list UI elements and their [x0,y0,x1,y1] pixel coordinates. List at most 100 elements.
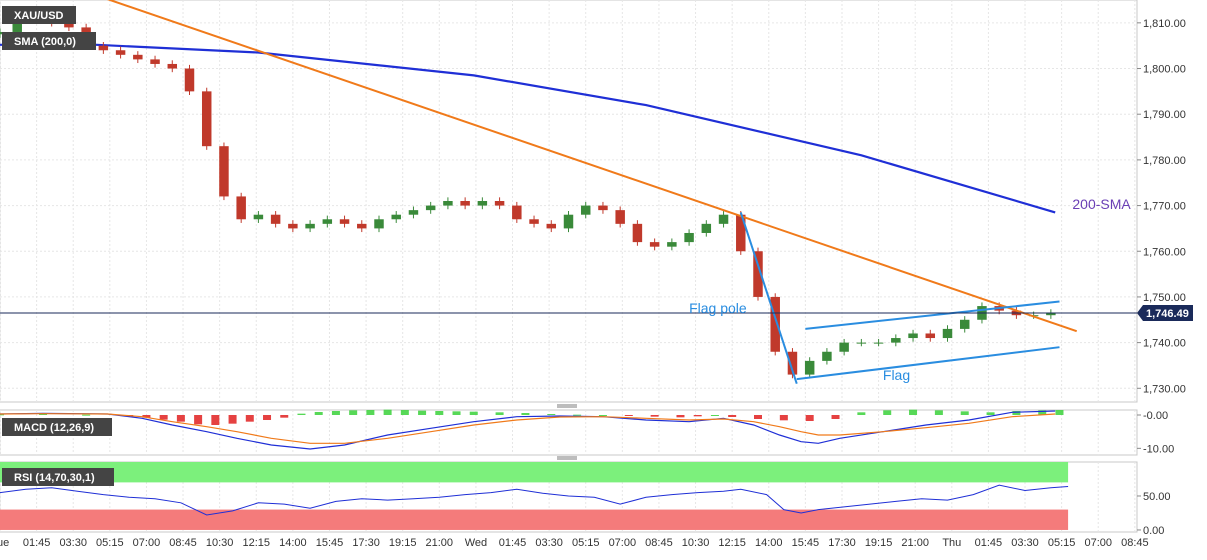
macd-resize-handle [557,404,577,408]
macd-histogram-bar [547,414,556,415]
x-tick-label: 08:45 [645,537,673,549]
candle-body [98,45,109,51]
macd-histogram-bar [280,415,289,418]
x-tick-label: 03:30 [59,537,87,549]
macd-histogram-bar [754,415,762,419]
candle-body [684,232,694,243]
macd-histogram-bar [452,411,461,415]
candle-body [856,342,867,344]
x-tick-label: 01:45 [499,537,527,549]
macd-histogram-bar [521,413,530,415]
y-tick-label: 1,800.00 [1143,64,1186,76]
macd-histogram-bar [693,415,702,417]
macd-histogram-bar [710,415,719,416]
legend-macd-text: MACD (12,26,9) [14,422,94,434]
x-tick-label: 05:15 [1048,537,1076,549]
candle-body [357,223,367,229]
legend-sma: SMA (200,0) [2,32,96,50]
x-tick-label: Thu [942,537,961,549]
x-tick-label: 21:00 [426,537,454,549]
y-tick-label: 1,730.00 [1143,383,1186,395]
candle-body [925,333,936,339]
candle-body [64,22,74,28]
macd-histogram-bar [400,410,409,415]
macd-histogram-bar [349,410,358,415]
candle-body [615,210,625,224]
candle-body [632,223,643,243]
y-tick-label: 1,810.00 [1143,18,1186,30]
current-price-tag: 1,746.49 [1137,304,1193,321]
x-tick-label: 15:45 [316,537,344,549]
x-tick-label: 10:30 [682,537,710,549]
x-tick-label: 17:30 [352,537,380,549]
annotation-flag: Flag [883,367,910,383]
macd-y-tick-label: -0.00 [1143,410,1168,422]
x-tick-label: 03:30 [1011,537,1039,549]
x-tick-label: 19:15 [389,537,417,549]
macd-histogram-bar [245,415,254,422]
macd-histogram-bar [142,415,151,418]
x-tick-label: 12:15 [718,537,746,549]
candle-body [942,328,953,339]
current-price-tag-bg [1137,304,1193,321]
y-tick-label: 1,770.00 [1143,201,1186,213]
macd-histogram-bar [624,415,633,416]
downtrend-line [106,0,1078,333]
legend-symbol: XAU/USD [2,6,76,24]
rsi-resize-handle [557,456,577,460]
candle-body [839,342,849,352]
macd-y-tick-label: -10.00 [1143,443,1174,455]
macd-histogram-bar [331,411,340,415]
x-tick-label: 07:00 [609,537,637,549]
x-tick-label: 01:45 [975,537,1003,549]
candle-body [891,338,901,343]
macd-histogram-bar [909,409,918,415]
rsi-oversold-band [0,509,1069,530]
candle-body [150,59,160,64]
macd-histogram-bar [573,414,582,416]
macd-histogram-bar [857,412,866,415]
candle-body [12,18,22,32]
legend-rsi-text: RSI (14,70,30,1) [14,472,95,484]
macd-histogram-bar [314,412,323,415]
candle-body [408,210,419,215]
macd-macd-line [0,410,1056,450]
candle-body [598,205,608,211]
candle-body [563,214,574,229]
x-tick-label: 12:15 [242,537,270,549]
candle-body [529,219,539,224]
candle-body [512,205,522,220]
x-tick-label: 14:00 [279,537,307,549]
x-tick-label: 15:45 [792,537,820,549]
y-tick-label: 1,760.00 [1143,246,1186,258]
legend-symbol-text: XAU/USD [14,10,64,22]
legend-symbol-bg [2,6,76,24]
rsi-y-tick-label: 0.00 [1143,525,1164,537]
candle-body [425,205,436,211]
macd-histogram-bar [176,415,185,422]
macd-histogram-bar [986,412,995,415]
macd-histogram-bar [263,415,272,420]
macd-histogram-bar [435,411,444,415]
candle-body [494,201,505,206]
candle-body [873,342,884,344]
macd-histogram-bar [159,415,168,420]
macd-signal-line [0,413,1056,444]
macd-histogram-bar [228,415,237,424]
candle-body [649,242,660,247]
candle-body [546,223,557,229]
candle-body [374,219,384,229]
y-tick-label: 1,750.00 [1143,292,1186,304]
annotation-flag-pole: Flag pole [689,300,747,316]
legend-sma-text: SMA (200,0) [14,36,76,48]
x-tick-label: 17:30 [828,537,856,549]
macd-histogram-bar [883,410,892,415]
x-tick-label: 07:00 [1084,537,1112,549]
rsi-y-tick-label: 50.00 [1143,491,1171,503]
candle-body [580,205,591,215]
macd-histogram-bar [82,414,91,416]
candle-body [339,219,350,224]
candle-body [477,201,488,206]
legend-rsi: RSI (14,70,30,1) [2,468,114,486]
